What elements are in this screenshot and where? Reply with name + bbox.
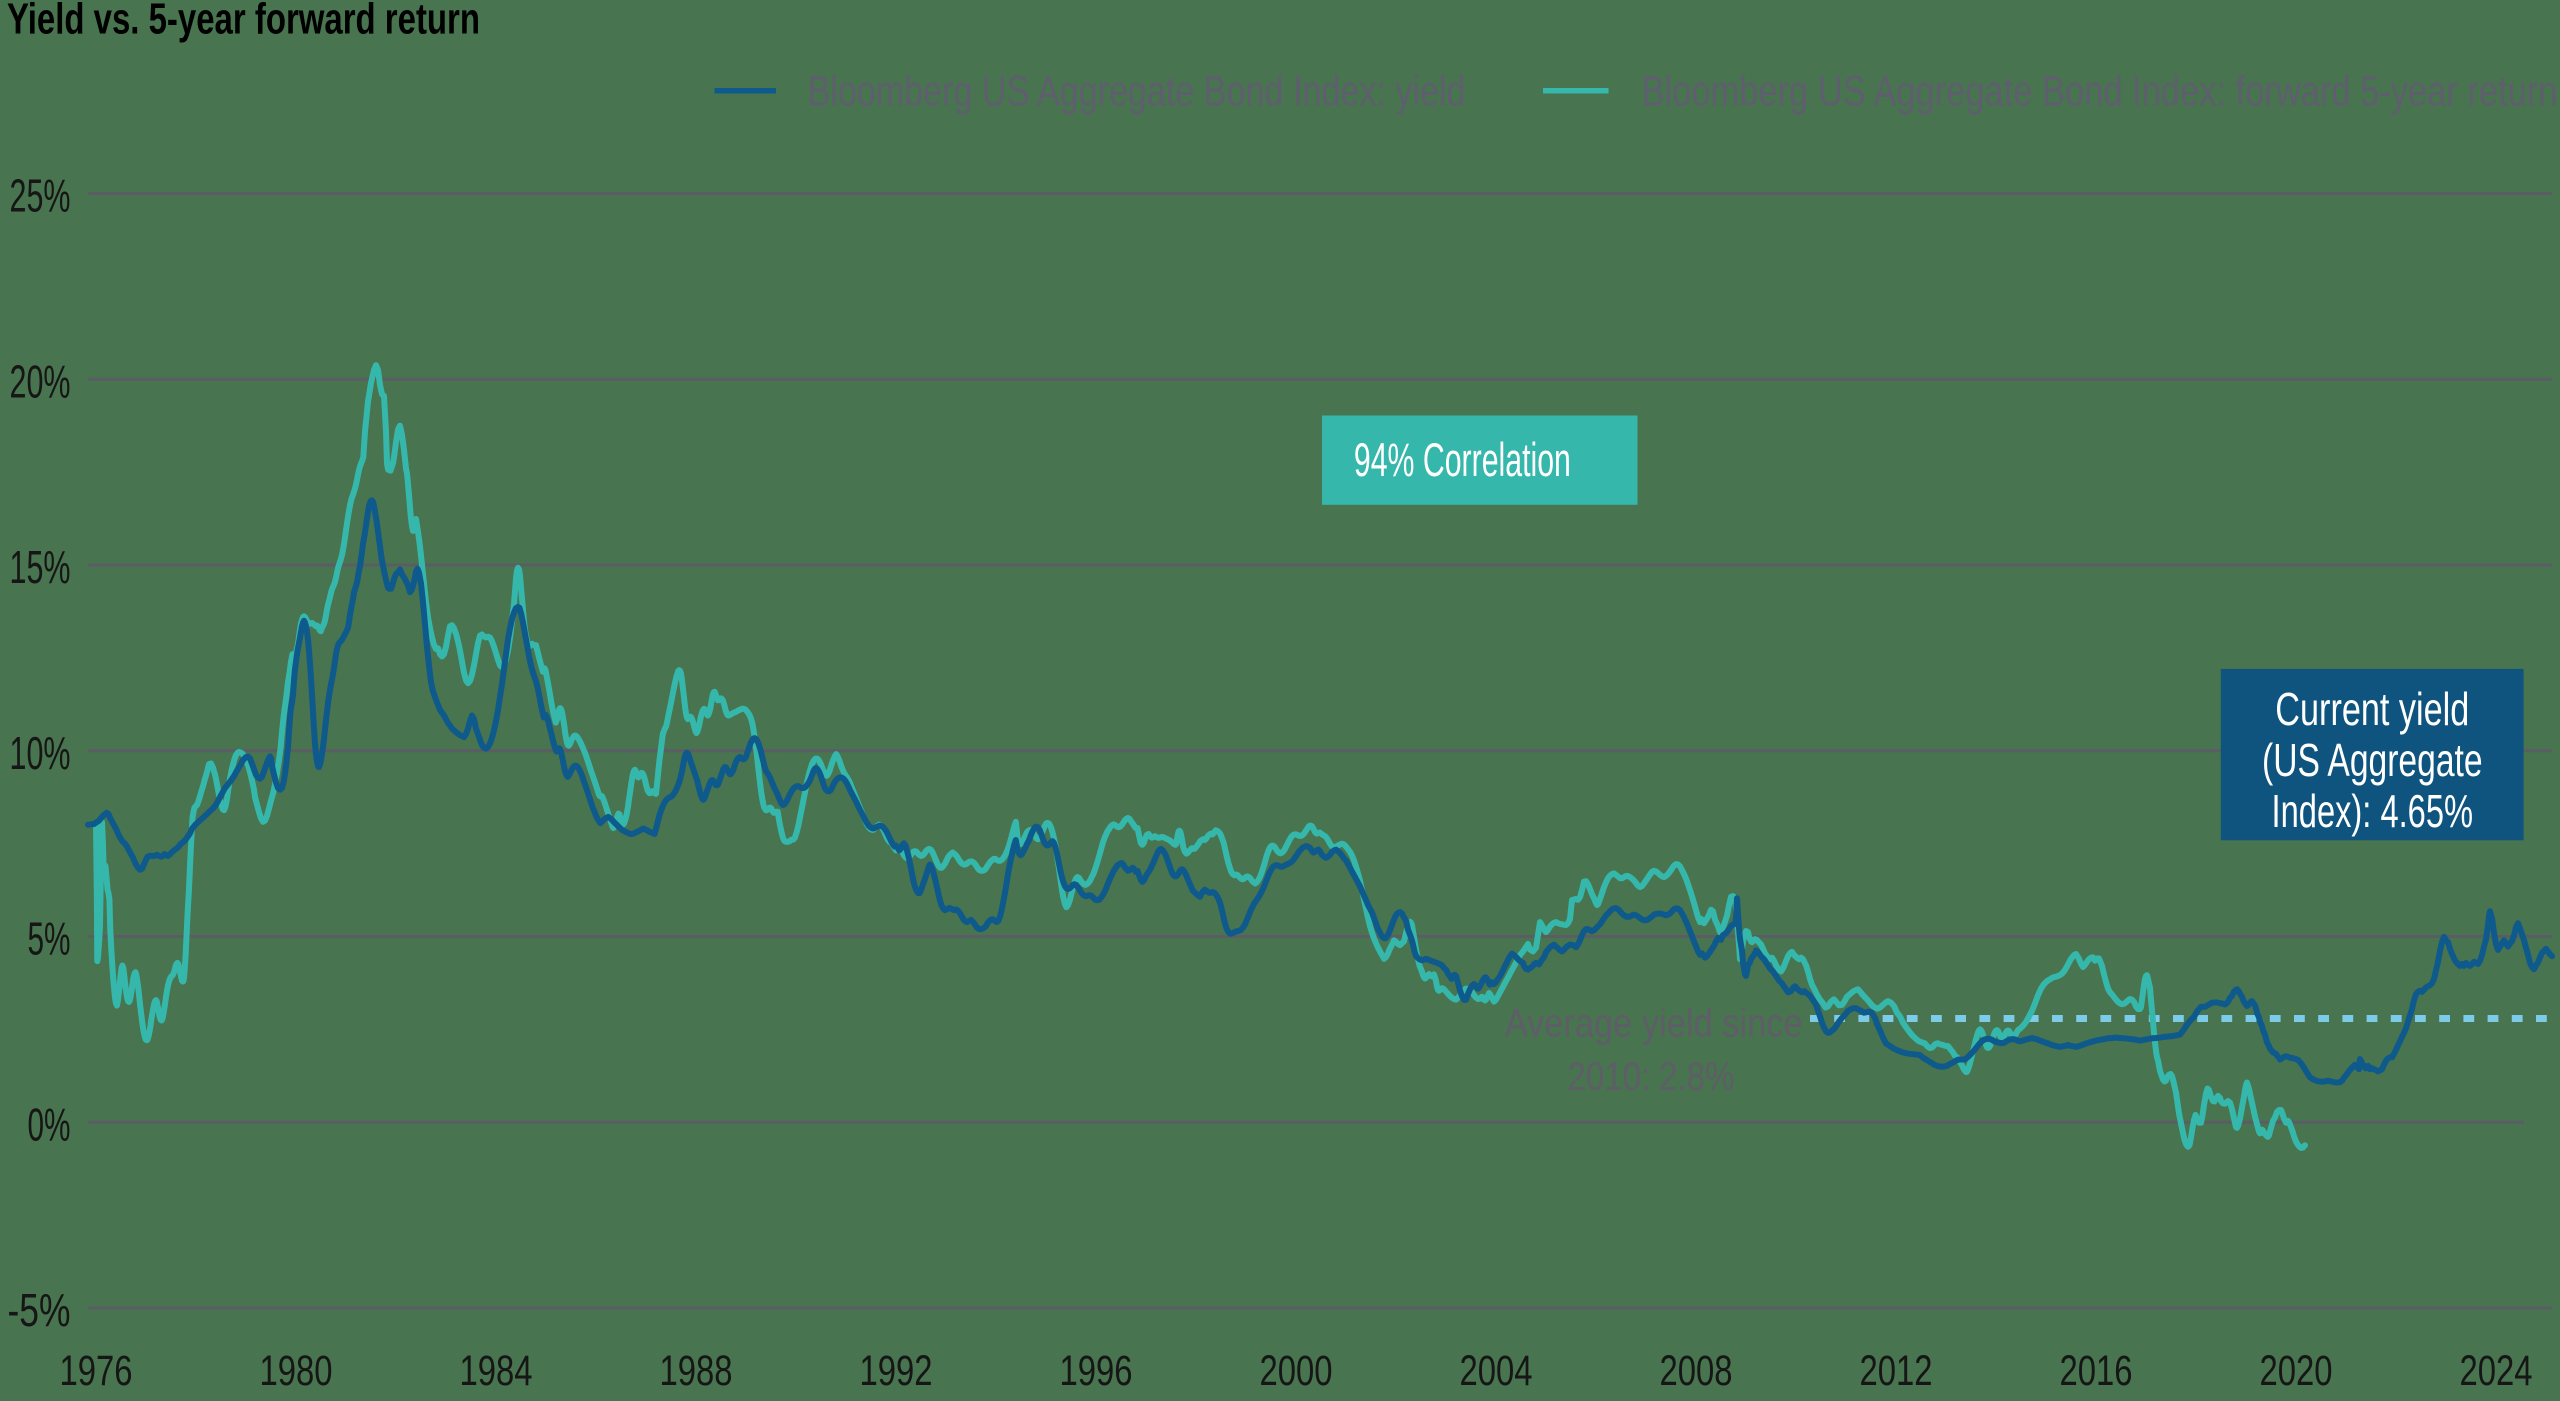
- svg-text:Index): 4.65%: Index): 4.65%: [2272, 785, 2474, 837]
- svg-text:5%: 5%: [28, 913, 71, 965]
- svg-text:20%: 20%: [10, 355, 71, 407]
- svg-text:94% Correlation: 94% Correlation: [1354, 433, 1571, 486]
- svg-text:1976: 1976: [60, 1347, 133, 1395]
- svg-text:0%: 0%: [28, 1098, 71, 1150]
- svg-text:Average yield since: Average yield since: [1505, 1002, 1803, 1046]
- svg-text:2024: 2024: [2460, 1347, 2533, 1395]
- svg-text:-5%: -5%: [8, 1284, 71, 1336]
- svg-text:1984: 1984: [460, 1347, 533, 1395]
- svg-text:1988: 1988: [660, 1347, 733, 1395]
- svg-text:Current yield: Current yield: [2275, 683, 2469, 735]
- svg-text:25%: 25%: [10, 170, 71, 222]
- svg-text:2020: 2020: [2260, 1347, 2333, 1395]
- svg-text:2016: 2016: [2060, 1347, 2133, 1395]
- svg-text:2004: 2004: [1460, 1347, 1533, 1395]
- svg-text:2008: 2008: [1660, 1347, 1733, 1395]
- svg-text:Bloomberg US Aggregate Bond In: Bloomberg US Aggregate Bond Index: forwa…: [1642, 68, 2558, 116]
- svg-text:1980: 1980: [260, 1347, 333, 1395]
- svg-text:(US Aggregate: (US Aggregate: [2262, 734, 2483, 786]
- svg-text:10%: 10%: [10, 727, 71, 779]
- svg-text:2000: 2000: [1260, 1347, 1333, 1395]
- svg-text:15%: 15%: [10, 541, 71, 593]
- svg-text:Bloomberg US Aggregate Bond In: Bloomberg US Aggregate Bond Index: yield: [808, 68, 1466, 116]
- svg-text:2012: 2012: [1860, 1347, 1933, 1395]
- svg-text:1996: 1996: [1060, 1347, 1133, 1395]
- svg-text:2010: 2.8%: 2010: 2.8%: [1568, 1055, 1735, 1099]
- svg-text:1992: 1992: [860, 1347, 933, 1395]
- svg-text:Yield vs. 5-year forward retur: Yield vs. 5-year forward return: [7, 0, 480, 44]
